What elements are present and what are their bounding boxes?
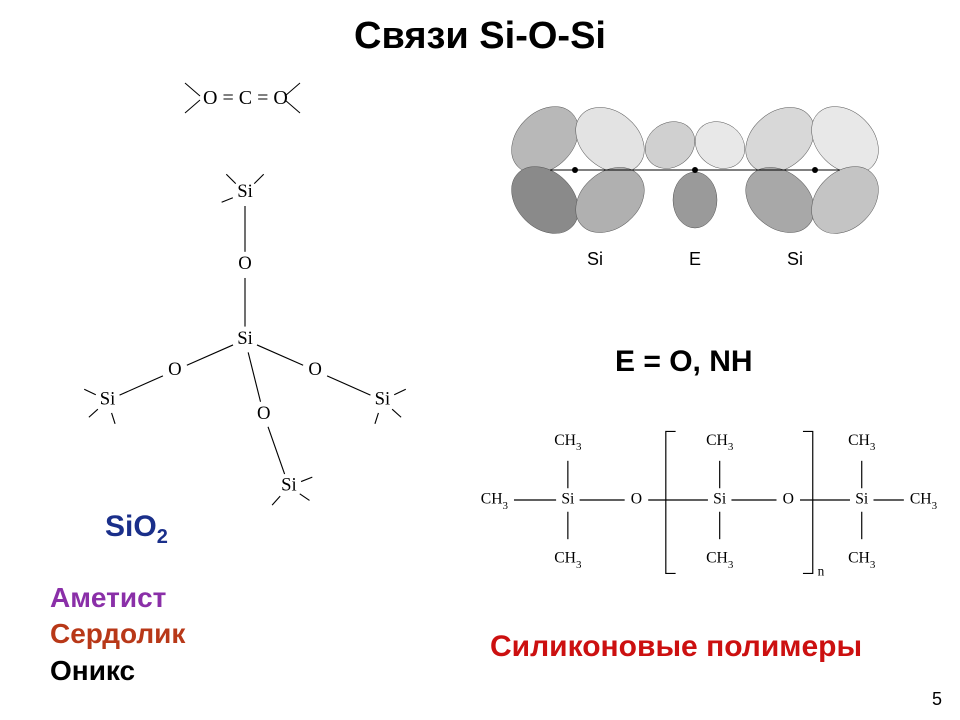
mineral-onyx: Оникс xyxy=(50,653,185,689)
orbital-diagram: Si E Si xyxy=(485,70,905,290)
svg-text:CH3: CH3 xyxy=(554,432,582,453)
page-title: Связи Si-O-Si xyxy=(0,15,960,58)
svg-text:O: O xyxy=(168,359,182,380)
svg-text:O: O xyxy=(308,359,322,380)
svg-text:Si: Si xyxy=(237,181,253,202)
svg-text:Si: Si xyxy=(237,328,253,349)
silicone-polymers-label: Силиконовые полимеры xyxy=(490,630,862,664)
sio2-label: SiO2 xyxy=(105,510,168,549)
si-network-diagram: SiOSiOSiOSiOSi xyxy=(30,120,460,550)
svg-text:E: E xyxy=(689,249,701,269)
mineral-amethyst: Аметист xyxy=(50,580,185,616)
svg-text:Si: Si xyxy=(561,491,575,508)
svg-text:Si: Si xyxy=(100,389,116,410)
page-number: 5 xyxy=(932,689,942,710)
silicone-polymer-diagram: n CH3 Si CH3 CH3 O Si CH3 CH3 O Si CH3 CH3 CH3 xyxy=(465,405,945,595)
svg-text:CH3: CH3 xyxy=(706,549,734,570)
svg-text:Si: Si xyxy=(587,249,603,269)
svg-text:CH3: CH3 xyxy=(706,432,734,453)
svg-text:CH3: CH3 xyxy=(848,549,876,570)
svg-text:Si: Si xyxy=(787,249,803,269)
mineral-list: Аметист Сердолик Оникс xyxy=(50,580,185,689)
svg-text:Si: Si xyxy=(375,389,391,410)
mineral-carnelian: Сердолик xyxy=(50,616,185,652)
svg-text:Si: Si xyxy=(281,475,297,496)
svg-text:O: O xyxy=(238,253,252,274)
svg-text:Si: Si xyxy=(855,491,869,508)
co2-text: O = C = O xyxy=(203,87,288,109)
svg-text:CH3: CH3 xyxy=(554,549,582,570)
svg-text:CH3: CH3 xyxy=(910,491,938,512)
sio2-sub: 2 xyxy=(157,526,168,548)
svg-text:Si: Si xyxy=(713,491,727,508)
svg-text:O: O xyxy=(783,491,794,508)
svg-text:n: n xyxy=(818,563,825,578)
svg-text:O: O xyxy=(631,491,642,508)
e-equals-label: E = O, NH xyxy=(615,345,753,379)
svg-text:CH3: CH3 xyxy=(481,491,509,512)
svg-text:O: O xyxy=(257,403,271,424)
sio2-text: SiO xyxy=(105,510,157,543)
svg-text:CH3: CH3 xyxy=(848,432,876,453)
